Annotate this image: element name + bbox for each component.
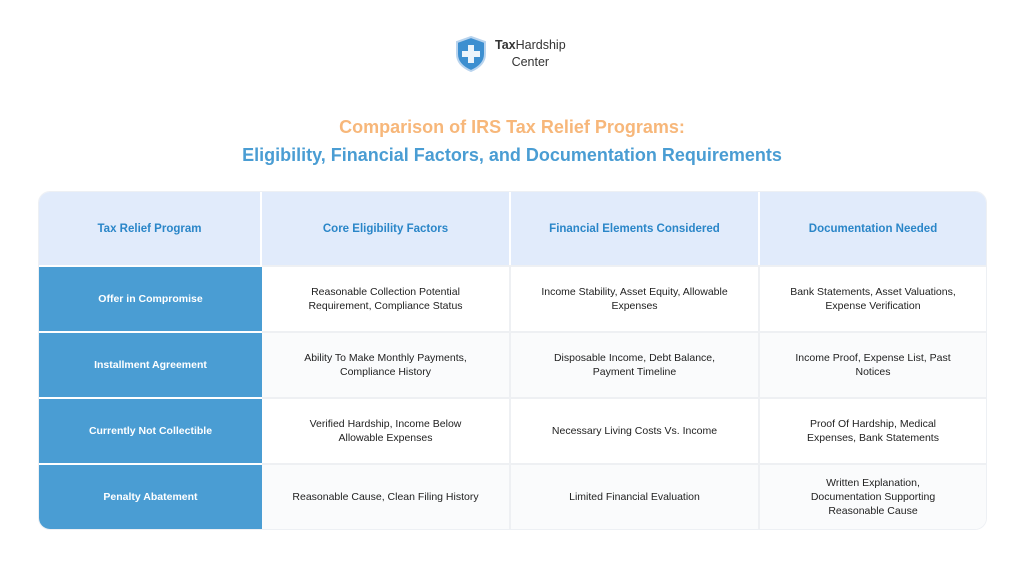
logo: TaxHardship Center — [455, 36, 566, 72]
brand-name: TaxHardship Center — [495, 37, 566, 71]
table-cell: Reasonable Collection Potential Requirem… — [262, 265, 511, 331]
table-cell: Written Explanation, Documentation Suppo… — [760, 463, 986, 529]
table-cell: Limited Financial Evaluation — [511, 463, 760, 529]
table-cell: Verified Hardship, Income Below Allowabl… — [262, 397, 511, 463]
page-subtitle: Eligibility, Financial Factors, and Docu… — [242, 145, 782, 165]
column-header: Documentation Needed — [760, 192, 986, 265]
program-cell: Currently Not Collectible — [39, 397, 262, 463]
program-cell: Penalty Abatement — [39, 463, 262, 529]
brand-bold: Tax — [495, 38, 516, 52]
table-cell: Income Stability, Asset Equity, Allowabl… — [511, 265, 760, 331]
table-cell: Income Proof, Expense List, Past Notices — [760, 331, 986, 397]
page-title: Comparison of IRS Tax Relief Programs: — [339, 117, 685, 137]
table-row: Currently Not Collectible Verified Hardsh… — [39, 397, 986, 463]
table-cell: Reasonable Cause, Clean Filing History — [262, 463, 511, 529]
table-row: Installment Agreement Ability To Make Mon… — [39, 331, 986, 397]
table-cell: Bank Statements, Asset Valuations, Expen… — [760, 265, 986, 331]
brand-rest: Hardship — [515, 38, 566, 52]
table-header-row: Tax Relief Program Core Eligibility Fact… — [39, 192, 986, 265]
table-cell: Necessary Living Costs Vs. Income — [511, 397, 760, 463]
table-cell: Ability To Make Monthly Payments, Compli… — [262, 331, 511, 397]
column-header: Core Eligibility Factors — [262, 192, 511, 265]
table-cell: Disposable Income, Debt Balance, Payment… — [511, 331, 760, 397]
program-cell: Installment Agreement — [39, 331, 262, 397]
brand-line2: Center — [511, 55, 550, 69]
column-header: Tax Relief Program — [39, 192, 262, 265]
table-row: Offer in Compromise Reasonable Collection… — [39, 265, 986, 331]
table-cell: Proof Of Hardship, Medical Expenses, Ban… — [760, 397, 986, 463]
table-row: Penalty Abatement Reasonable Cause, Clean… — [39, 463, 986, 529]
comparison-table: Tax Relief Program Core Eligibility Fact… — [38, 191, 987, 530]
shield-cross-icon — [456, 36, 486, 72]
column-header: Financial Elements Considered — [511, 192, 760, 265]
program-cell: Offer in Compromise — [39, 265, 262, 331]
